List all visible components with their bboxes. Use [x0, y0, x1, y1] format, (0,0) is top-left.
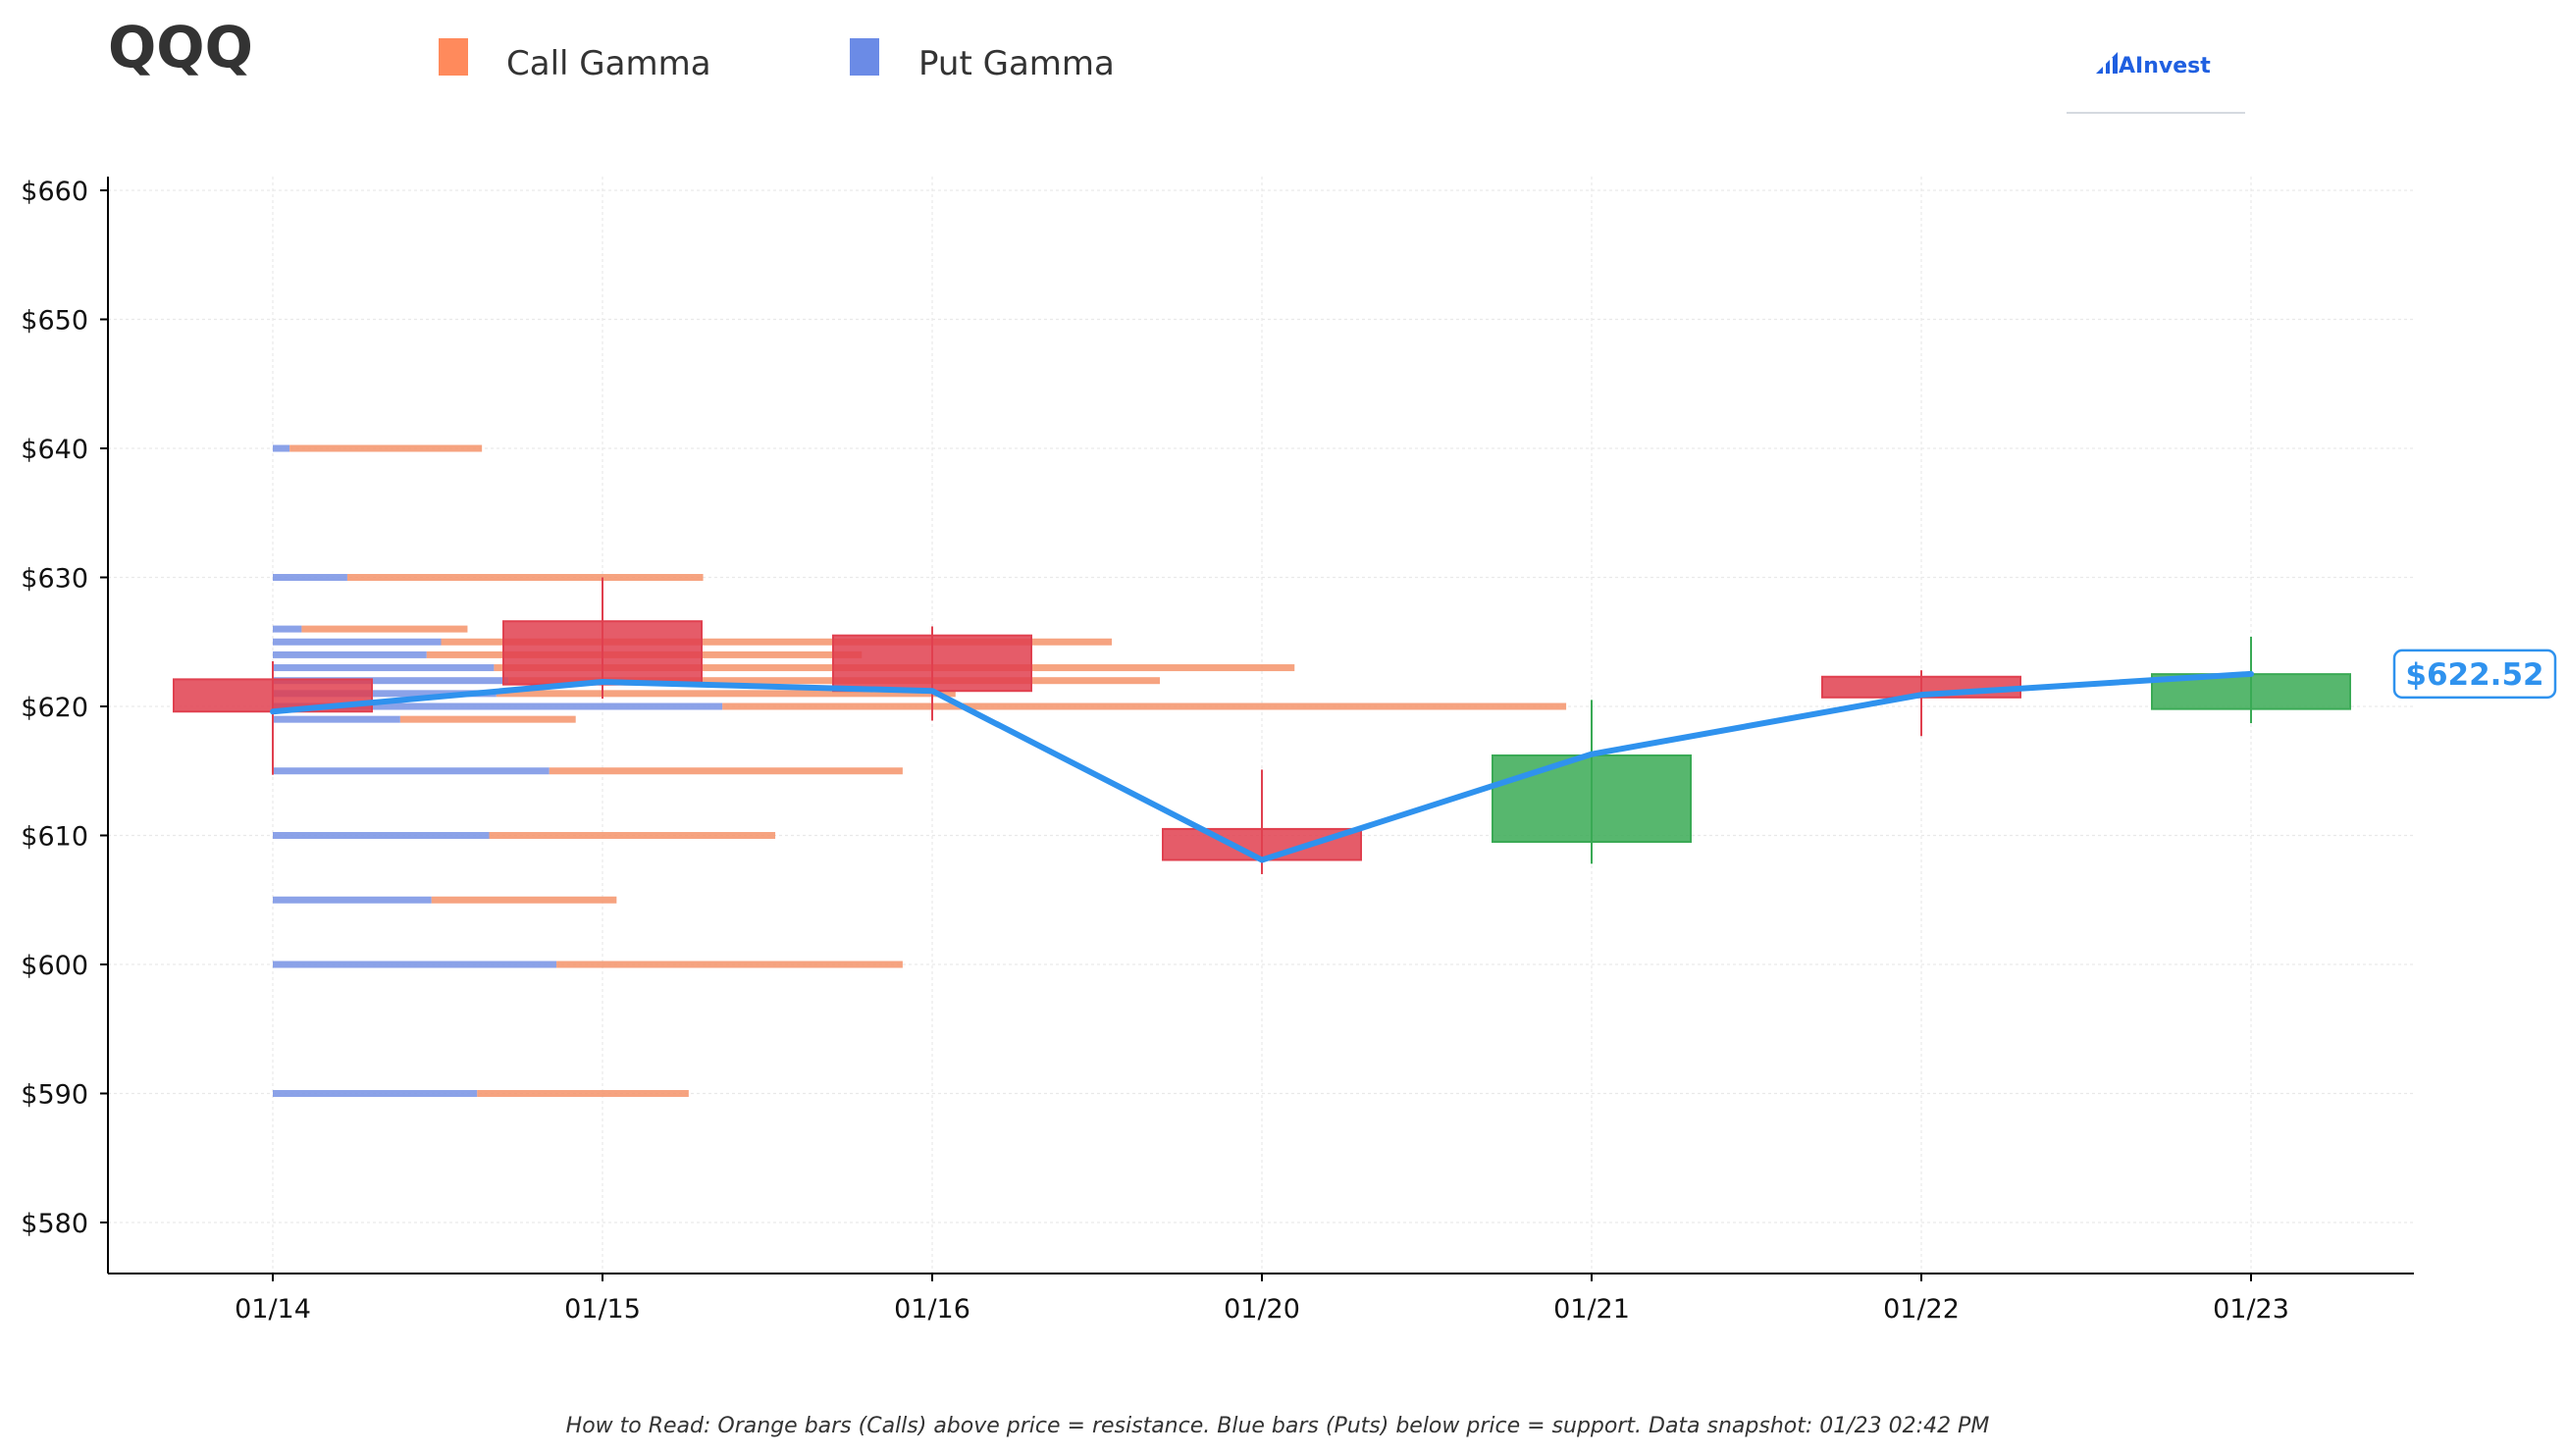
- put-gamma-bar: [273, 702, 723, 710]
- put-gamma-bar: [273, 832, 490, 839]
- brand-name: AInvest: [2119, 54, 2211, 78]
- last-price-box: [2392, 649, 2557, 700]
- x-tick-label: 01/15: [564, 1294, 641, 1325]
- plot-area: $622.52$580$590$600$610$620$630$640$650$…: [21, 177, 2557, 1325]
- call-gamma-bar: [399, 715, 576, 723]
- candle-body: [832, 634, 1032, 693]
- put-gamma-bar: [273, 715, 400, 723]
- call-gamma-bar: [301, 625, 468, 633]
- call-gamma-bar: [556, 961, 903, 968]
- put-gamma-bar: [273, 625, 302, 633]
- axes: $580 $590 $600 $610 $620 $630 $640 $650 $660 01/1…: [21, 177, 2414, 1325]
- put-gamma-bar: [273, 444, 290, 452]
- x-tick-label: 01/20: [1224, 1294, 1300, 1325]
- brand-logo: AInvest: [2067, 52, 2245, 114]
- call-gamma-legend-swatch: [439, 38, 468, 76]
- y-tick-label: $620: [21, 693, 88, 723]
- put-gamma-bar: [273, 767, 550, 775]
- y-tick-label: $650: [21, 306, 88, 337]
- call-gamma-bar: [549, 767, 903, 775]
- x-tick-label: 01/14: [235, 1294, 311, 1325]
- x-tick-label: 01/21: [1553, 1294, 1630, 1325]
- y-tick-label: $580: [21, 1209, 88, 1239]
- y-tick-label: $590: [21, 1080, 88, 1111]
- y-tick-label: $660: [21, 177, 88, 207]
- put-gamma-bar: [273, 677, 509, 685]
- put-gamma-legend-swatch: [850, 38, 879, 76]
- price-line: [270, 670, 2254, 863]
- put-gamma-bar: [273, 690, 497, 698]
- y-tick-label: $600: [21, 951, 88, 981]
- call-gamma-bar: [722, 702, 1567, 710]
- call-gamma-bar: [346, 574, 704, 581]
- put-gamma-bar: [273, 664, 495, 672]
- call-gamma-bar: [289, 444, 483, 452]
- y-tick-label: $640: [21, 435, 88, 465]
- y-tick-label: $610: [21, 822, 88, 853]
- x-tick-label: 01/16: [894, 1294, 970, 1325]
- footnote: How to Read: Orange bars (Calls) above p…: [566, 1414, 1990, 1438]
- last-price-label: $622.52: [2392, 649, 2557, 700]
- call-gamma-legend-label: Call Gamma: [506, 44, 711, 83]
- y-tick-label: $630: [21, 564, 88, 595]
- call-gamma-bar: [431, 896, 617, 904]
- call-gamma-bar: [489, 832, 776, 839]
- ticker-title: QQQ: [108, 14, 253, 80]
- call-gamma-bar: [496, 690, 956, 698]
- put-gamma-bar: [273, 650, 427, 658]
- put-gamma-bar: [273, 574, 347, 581]
- put-gamma-legend-label: Put Gamma: [918, 44, 1115, 83]
- x-tick-label: 01/23: [2213, 1294, 2289, 1325]
- put-gamma-bar: [273, 961, 557, 968]
- put-gamma-bar: [273, 1090, 478, 1097]
- candle-body: [1492, 754, 1692, 844]
- put-gamma-bar: [273, 638, 442, 646]
- legend: Call Gamma Put Gamma: [439, 38, 1115, 83]
- candle-body: [1162, 827, 1362, 861]
- call-gamma-bar: [441, 638, 1113, 646]
- candle-body: [502, 620, 703, 686]
- x-tick-label: 01/22: [1883, 1294, 1960, 1325]
- last-price-text: $622.52: [2405, 657, 2543, 693]
- put-gamma-bar: [273, 896, 432, 904]
- ainvest-logo-icon: [2096, 52, 2118, 74]
- call-gamma-bar: [477, 1090, 689, 1097]
